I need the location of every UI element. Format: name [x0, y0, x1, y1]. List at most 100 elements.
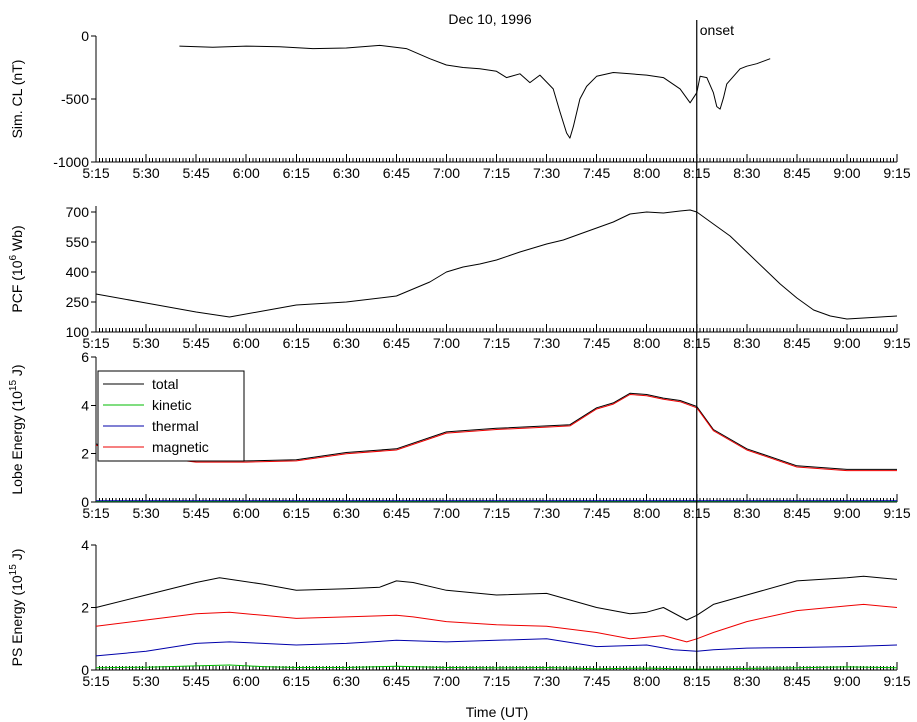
- y-axis-label: Lobe Energy (1015 J): [8, 364, 25, 494]
- x-tick-label: 7:15: [483, 335, 510, 351]
- x-tick-label: 6:00: [233, 673, 260, 689]
- x-tick-label: 7:30: [533, 335, 560, 351]
- x-tick-label: 9:00: [833, 165, 860, 181]
- panel-2: 5:15 5:30 5:45 6:00 6:15 6:30 6:45 7:00 7:15 7:30…: [8, 204, 911, 351]
- x-tick-label: 6:45: [383, 165, 410, 181]
- x-minor-ticks: [95, 662, 898, 670]
- series-total-line: [95, 575, 898, 621]
- legend-label-total: total: [152, 376, 178, 392]
- x-tick-label: 8:45: [783, 673, 810, 689]
- y-axis-label: Sim. CL (nT): [9, 60, 25, 139]
- legend-label-thermal: thermal: [152, 418, 199, 434]
- x-tick-label: 7:45: [583, 505, 610, 521]
- series-line-line: [179, 44, 771, 139]
- x-tick-label: 5:15: [82, 335, 109, 351]
- x-tick-label: 8:00: [633, 165, 660, 181]
- x-tick-label: 6:30: [333, 335, 360, 351]
- x-axis-label: Time (UT): [466, 704, 528, 720]
- x-tick-label: 7:45: [583, 335, 610, 351]
- y-tick-label: 2: [81, 600, 89, 616]
- x-tick-label: 5:30: [132, 505, 159, 521]
- x-tick-label: 9:15: [883, 165, 910, 181]
- x-tick-label: 8:00: [633, 335, 660, 351]
- series-magnetic-line: [95, 603, 898, 643]
- panel-4: 5:15 5:30 5:45 6:00 6:15 6:30 6:45 7:00 7:15 7:30…: [8, 537, 911, 689]
- x-tick-label: 5:45: [183, 335, 210, 351]
- x-tick-label: 9:00: [833, 335, 860, 351]
- x-tick-label: 6:15: [283, 165, 310, 181]
- legend-box: [97, 370, 245, 462]
- x-tick-label: 6:30: [333, 165, 360, 181]
- x-tick-label: 6:00: [233, 165, 260, 181]
- x-tick-label: 9:15: [883, 505, 910, 521]
- y-tick-label: 0: [81, 494, 89, 510]
- y-tick-label: 0: [81, 662, 89, 678]
- x-tick-label: 8:30: [733, 505, 760, 521]
- y-tick-label: 6: [81, 349, 89, 365]
- x-tick-label: 7:30: [533, 673, 560, 689]
- x-tick-label: 5:45: [183, 673, 210, 689]
- x-tick-label: 8:30: [733, 673, 760, 689]
- x-tick-label: 7:15: [483, 673, 510, 689]
- series-total-line: [95, 392, 897, 470]
- x-tick-label: 7:00: [433, 335, 460, 351]
- x-tick-label: 5:30: [132, 673, 159, 689]
- x-tick-label: 9:15: [883, 335, 910, 351]
- x-tick-label: 6:45: [383, 335, 410, 351]
- x-minor-ticks: [95, 154, 898, 162]
- x-tick-label: 8:15: [683, 673, 710, 689]
- y-tick-label: 4: [81, 537, 89, 553]
- x-tick-label: 6:15: [283, 673, 310, 689]
- y-tick-label: 100: [66, 324, 90, 340]
- y-tick-label: -500: [61, 91, 89, 107]
- y-tick-label: 250: [66, 294, 90, 310]
- x-tick-label: 7:00: [433, 505, 460, 521]
- y-tick-label: -1000: [53, 154, 89, 170]
- x-tick-label: 9:00: [833, 505, 860, 521]
- series-line-line: [95, 209, 898, 320]
- x-tick-label: 5:15: [82, 673, 109, 689]
- x-tick-label: 7:45: [583, 165, 610, 181]
- x-tick-label: 5:30: [132, 165, 159, 181]
- y-tick-label: 4: [81, 397, 89, 413]
- onset-marker: onset: [696, 20, 734, 670]
- y-tick-label: 2: [81, 446, 89, 462]
- panel-3: 5:15 5:30 5:45 6:00 6:15 6:30 6:45 7:00 7:15 7:30…: [8, 349, 911, 521]
- x-tick-label: 7:00: [433, 673, 460, 689]
- x-tick-label: 6:30: [333, 673, 360, 689]
- legend-label-magnetic: magnetic: [152, 439, 209, 455]
- x-tick-label: 7:15: [483, 505, 510, 521]
- x-tick-label: 7:45: [583, 673, 610, 689]
- onset-label: onset: [700, 22, 734, 38]
- series-magnetic-line: [95, 394, 897, 472]
- x-tick-label: 6:00: [233, 505, 260, 521]
- chart-title: Dec 10, 1996: [448, 11, 531, 27]
- series-kinetic-line: [95, 664, 898, 670]
- x-tick-label: 9:15: [883, 673, 910, 689]
- x-tick-label: 6:45: [383, 673, 410, 689]
- x-tick-label: 5:15: [82, 505, 109, 521]
- panel-1: 5:15 5:30 5:45 6:00 6:15 6:30 6:45 7:00 7:15 7:30…: [9, 28, 911, 181]
- x-tick-label: 6:45: [383, 505, 410, 521]
- y-tick-label: 0: [81, 28, 89, 44]
- x-tick-label: 5:45: [183, 165, 210, 181]
- x-tick-label: 8:45: [783, 335, 810, 351]
- x-tick-label: 5:30: [132, 335, 159, 351]
- x-tick-label: 5:45: [183, 505, 210, 521]
- x-minor-ticks: [95, 324, 898, 332]
- x-tick-label: 7:30: [533, 165, 560, 181]
- x-tick-label: 9:00: [833, 673, 860, 689]
- y-tick-label: 550: [66, 234, 90, 250]
- x-tick-label: 8:00: [633, 505, 660, 521]
- legend-label-kinetic: kinetic: [152, 397, 192, 413]
- x-tick-label: 8:45: [783, 165, 810, 181]
- y-axis-label: PCF (106 Wb): [8, 225, 25, 312]
- x-tick-label: 6:15: [283, 505, 310, 521]
- series-thermal-line: [95, 638, 898, 657]
- x-tick-label: 6:30: [333, 505, 360, 521]
- y-axis-label: PS Energy (1015 J): [8, 549, 25, 667]
- x-tick-label: 7:15: [483, 165, 510, 181]
- x-tick-label: 6:15: [283, 335, 310, 351]
- x-tick-label: 7:30: [533, 505, 560, 521]
